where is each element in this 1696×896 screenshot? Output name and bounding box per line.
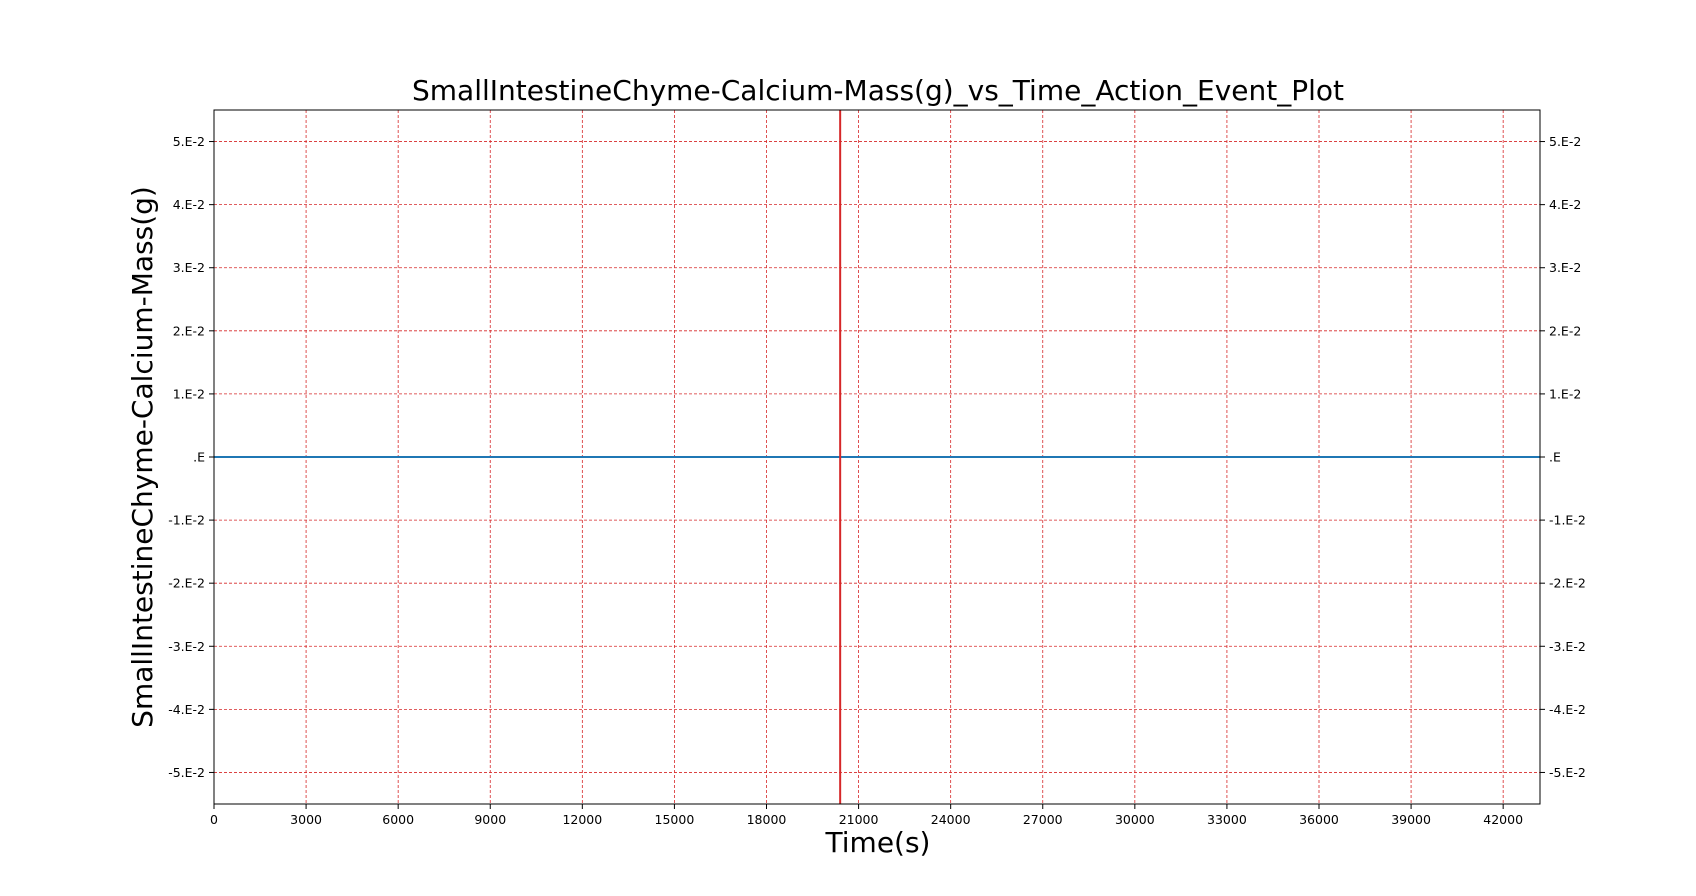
y-tick-label-right: 5.E-2: [1549, 134, 1581, 149]
y-tick-label-right: -4.E-2: [1549, 702, 1586, 717]
x-tick-label: 21000: [839, 812, 879, 827]
x-tick-label: 24000: [931, 812, 971, 827]
y-axis-ticks-right: 5.E-2 4.E-2 3.E-2 2.E-2 1.E-2 .E -1.E-2 -2.E-2 -…: [1540, 134, 1586, 780]
x-tick-label: 0: [210, 812, 218, 827]
y-tick-label-right: 3.E-2: [1549, 260, 1581, 275]
y-tick-label-left: -2.E-2: [168, 576, 205, 591]
x-tick-label: 36000: [1299, 812, 1339, 827]
x-tick-label: 27000: [1023, 812, 1063, 827]
y-tick-label-right: .E: [1549, 450, 1561, 465]
y-tick-label-left: 5.E-2: [173, 134, 205, 149]
y-tick-label-left: -5.E-2: [168, 765, 205, 780]
y-tick-label-left: 4.E-2: [173, 197, 205, 212]
y-tick-label-right: -3.E-2: [1549, 639, 1586, 654]
y-tick-label-right: 1.E-2: [1549, 386, 1581, 401]
x-tick-label: 39000: [1391, 812, 1431, 827]
x-axis-ticks: 0 3000 6000 9000 12000 15000 18000 21000 24000 27…: [210, 804, 1523, 827]
y-axis-ticks-left: 5.E-2 4.E-2 3.E-2 2.E-2 1.E-2 .E -1.E-2 -2.E-2 -…: [168, 134, 214, 780]
y-tick-label-left: -1.E-2: [168, 513, 205, 528]
y-tick-label-right: 4.E-2: [1549, 197, 1581, 212]
x-tick-label: 30000: [1115, 812, 1155, 827]
x-tick-label: 33000: [1207, 812, 1247, 827]
y-tick-label-left: -4.E-2: [168, 702, 205, 717]
y-tick-label-left: 2.E-2: [173, 323, 205, 338]
y-tick-label-left: 3.E-2: [173, 260, 205, 275]
x-tick-label: 9000: [474, 812, 506, 827]
y-tick-label-left: -3.E-2: [168, 639, 205, 654]
y-axis-label: SmallIntestineChyme-Calcium-Mass(g): [126, 186, 159, 728]
x-tick-label: 3000: [290, 812, 322, 827]
x-tick-label: 6000: [382, 812, 414, 827]
y-tick-label-right: -1.E-2: [1549, 513, 1586, 528]
y-tick-label-left: 1.E-2: [173, 386, 205, 401]
y-tick-label-right: -5.E-2: [1549, 765, 1586, 780]
x-axis-label: Time(s): [825, 826, 931, 859]
y-tick-label-left: .E: [193, 450, 205, 465]
y-tick-label-right: -2.E-2: [1549, 576, 1586, 591]
chart-title: SmallIntestineChyme-Calcium-Mass(g)_vs_T…: [412, 74, 1344, 107]
x-tick-label: 18000: [747, 812, 787, 827]
y-tick-label-right: 2.E-2: [1549, 323, 1581, 338]
x-tick-label: 12000: [562, 812, 602, 827]
x-tick-label: 15000: [655, 812, 695, 827]
x-tick-label: 42000: [1483, 812, 1523, 827]
